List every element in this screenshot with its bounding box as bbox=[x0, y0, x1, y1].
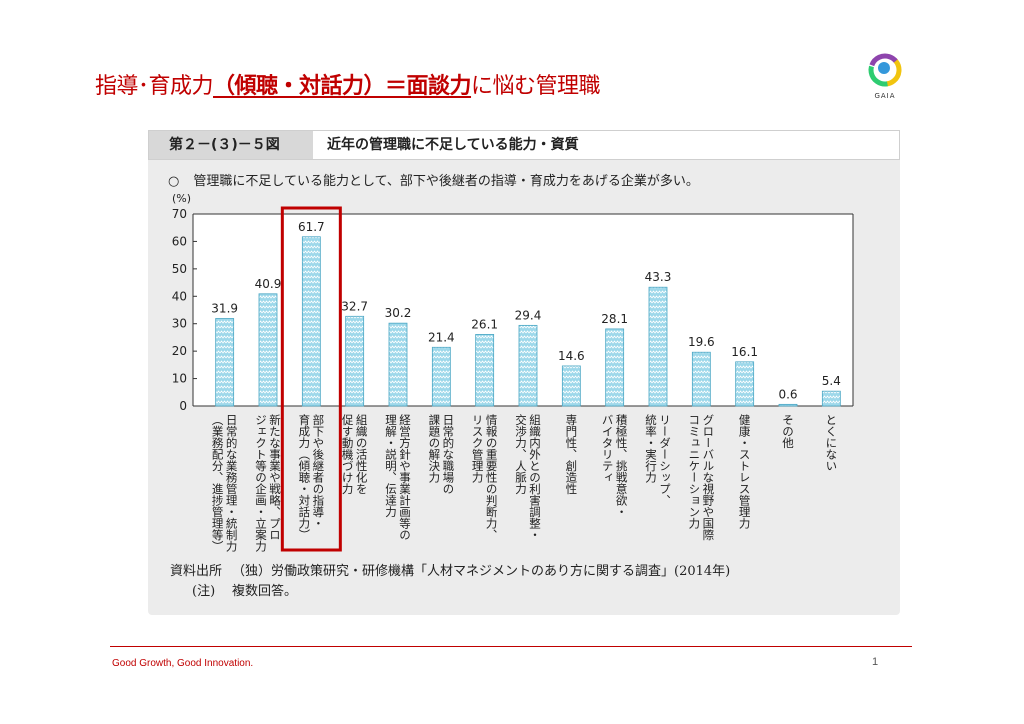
source-label: 資料出所 bbox=[170, 564, 223, 579]
bar bbox=[388, 322, 408, 407]
category-label: ジェクト等の企画・立案力 bbox=[254, 414, 268, 553]
bar bbox=[475, 334, 495, 407]
bar-value-label: 29.4 bbox=[515, 308, 542, 322]
logo-text: GAIA bbox=[874, 92, 896, 100]
category-label: とくにない bbox=[824, 414, 838, 472]
note-line: (注) 複数回答。 bbox=[170, 582, 730, 602]
category-label: 健康・ストレス管理力 bbox=[738, 414, 752, 530]
category-label: 統率・実行力 bbox=[644, 413, 658, 484]
bar-value-label: 32.7 bbox=[341, 299, 368, 313]
bullet-circle-icon: ○ bbox=[168, 174, 180, 189]
category-label: 育成力（傾聴・対話力） bbox=[297, 413, 311, 540]
bar-value-label: 43.3 bbox=[645, 270, 672, 284]
bar bbox=[778, 403, 798, 407]
source-line: 資料出所 （独）労働政策研究・研修機構「人材マネジメントのあり方に関する調査」(2… bbox=[170, 562, 730, 582]
category-label: 交渉力、人脈力 bbox=[514, 413, 528, 495]
bar bbox=[258, 293, 278, 407]
bar bbox=[518, 324, 538, 407]
bar bbox=[735, 361, 755, 407]
bar-value-label: 31.9 bbox=[211, 302, 238, 316]
y-tick-label: 40 bbox=[172, 289, 187, 303]
bar-value-label: 5.4 bbox=[822, 374, 841, 388]
category-label: 日常的な業務管理・統制力 bbox=[225, 414, 239, 553]
figure-subtitle-text: 管理職に不足している能力として、部下や後継者の指導・育成力をあげる企業が多い。 bbox=[193, 174, 699, 189]
page-number: 1 bbox=[872, 656, 879, 668]
figure-panel: 第２－(３)－５図 近年の管理職に不足している能力・資質 ○ 管理職に不足している… bbox=[148, 130, 900, 615]
category-label: リーダーシップ、 bbox=[658, 414, 672, 506]
bar-value-label: 14.6 bbox=[558, 349, 585, 363]
category-label: 部下や後継者の指導・ bbox=[311, 413, 325, 529]
slide-title-highlight: （傾聴・対話力）＝面談力 bbox=[213, 74, 472, 99]
category-label: グローバルな視野や国際 bbox=[701, 414, 715, 541]
bar-value-label: 16.1 bbox=[731, 345, 758, 359]
category-label: 促す動機づけ力 bbox=[341, 413, 355, 495]
bar bbox=[345, 315, 365, 407]
bar bbox=[648, 286, 668, 407]
bar-value-label: 0.6 bbox=[778, 387, 797, 401]
category-label: その他 bbox=[781, 414, 795, 449]
bar-chart: (%) 0 10 20 30 40 50 60 70 31.9 40.9 61.7 32.7 30.2 2… bbox=[172, 192, 854, 553]
highlight-box bbox=[280, 206, 342, 552]
category-label: 日常的な職場の bbox=[441, 414, 455, 495]
bar bbox=[215, 318, 235, 407]
bar bbox=[431, 346, 451, 407]
bar bbox=[301, 236, 321, 407]
slide-title-pre: 指導･育成力 bbox=[95, 74, 214, 99]
category-label: 組織の活性化を bbox=[355, 414, 369, 495]
category-label: 理解・説明、伝達力 bbox=[384, 414, 398, 518]
category-label: 専門性、創造性 bbox=[564, 414, 578, 495]
bar-value-label: 40.9 bbox=[255, 277, 282, 291]
figure-label: 第２－(３)－５図 bbox=[149, 131, 313, 159]
footer-divider bbox=[110, 646, 912, 647]
footer-tagline: Good Growth, Good Innovation. bbox=[112, 658, 254, 669]
bar bbox=[821, 390, 841, 407]
source-block: 資料出所 （独）労働政策研究・研修機構「人材マネジメントのあり方に関する調査」(2… bbox=[170, 562, 730, 602]
y-tick-label: 50 bbox=[172, 262, 187, 276]
category-label: バイタリティ bbox=[601, 414, 615, 483]
bar-value-label: 61.7 bbox=[298, 220, 325, 234]
slide-title-post: に悩む管理職 bbox=[471, 74, 601, 99]
category-label: 新たな事業や戦略、プロ bbox=[268, 413, 282, 540]
category-label: （業務配分、進捗管理等） bbox=[211, 414, 225, 552]
y-axis-label: (%) bbox=[172, 192, 191, 205]
y-tick-label: 0 bbox=[179, 399, 187, 413]
category-label: 情報の重要性の判断力、 bbox=[485, 414, 499, 541]
bar-value-label: 28.1 bbox=[601, 312, 628, 326]
bar-value-label: 21.4 bbox=[428, 330, 455, 344]
category-label: 積極性、挑戦意欲・ bbox=[615, 413, 629, 517]
figure-title: 近年の管理職に不足している能力・資質 bbox=[327, 137, 579, 153]
bar-value-label: 26.1 bbox=[471, 317, 498, 331]
note-text: 複数回答。 bbox=[232, 584, 298, 599]
gaia-logo-icon bbox=[868, 53, 902, 87]
note-label: (注) bbox=[192, 584, 216, 599]
figure-subtitle: ○ 管理職に不足している能力として、部下や後継者の指導・育成力をあげる企業が多い。 bbox=[168, 170, 699, 189]
category-label: 経営方針や事業計画等の bbox=[398, 414, 412, 541]
category-label: 課題の解決力 bbox=[427, 413, 441, 484]
bar bbox=[691, 351, 711, 407]
slide-title: 指導･育成力（傾聴・対話力）＝面談力に悩む管理職 bbox=[95, 68, 601, 100]
bar bbox=[605, 328, 625, 407]
y-tick-label: 70 bbox=[172, 207, 187, 221]
category-label: コミュニケーション力 bbox=[687, 414, 701, 530]
y-tick-label: 60 bbox=[172, 234, 187, 248]
source-text: （独）労働政策研究・研修機構「人材マネジメントのあり方に関する調査」(2014年… bbox=[232, 564, 731, 579]
category-label: 組織内外との利害調整・ bbox=[528, 414, 542, 541]
y-tick-label: 30 bbox=[172, 317, 187, 331]
figure-header: 第２－(３)－５図 近年の管理職に不足している能力・資質 bbox=[148, 130, 900, 160]
y-tick-label: 20 bbox=[172, 344, 187, 358]
bar bbox=[561, 365, 581, 407]
bar-value-label: 19.6 bbox=[688, 335, 715, 349]
category-label: リスク管理力 bbox=[471, 414, 485, 484]
bar-value-label: 30.2 bbox=[385, 306, 412, 320]
y-tick-label: 10 bbox=[172, 372, 187, 386]
